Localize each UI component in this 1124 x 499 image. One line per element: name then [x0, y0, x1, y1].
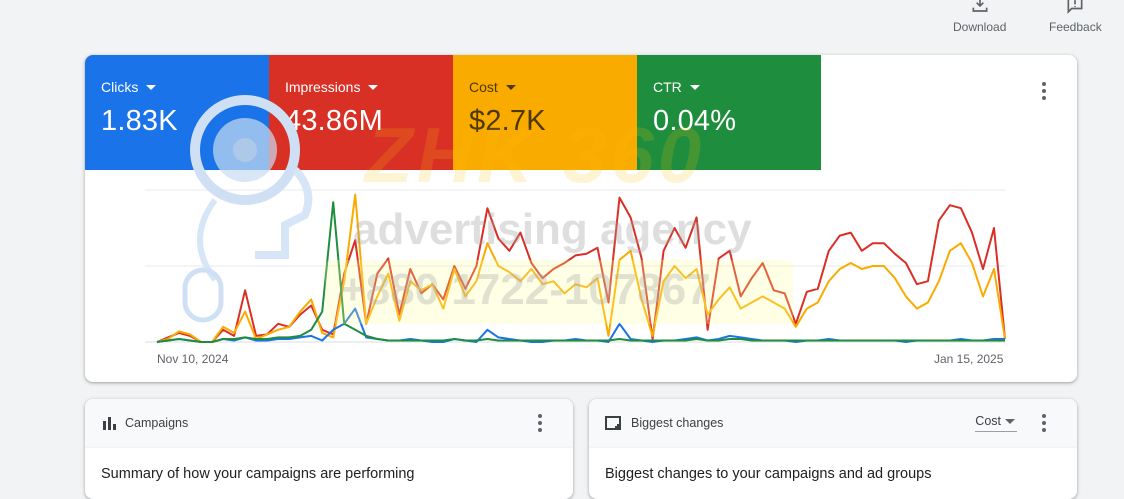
metric-label-clicks: Clicks	[101, 79, 139, 95]
bar-chart-icon	[103, 417, 116, 430]
dropdown-icon	[1005, 418, 1015, 424]
metric-value-ctr: 0.04%	[653, 105, 737, 137]
metric-value-clicks: 1.83K	[101, 105, 178, 137]
top-toolbar: Download Feedback	[724, 0, 1124, 50]
metric-label-row: Impressions	[285, 79, 453, 95]
dropdown-icon	[146, 84, 157, 90]
dropdown-icon	[689, 84, 700, 90]
biggest-changes-card-header: Biggest changes	[589, 399, 1077, 448]
feedback-label: Feedback	[1049, 20, 1102, 34]
download-button[interactable]: Download	[953, 0, 1006, 34]
metric-tile-impressions[interactable]: Impressions 43.86M	[269, 55, 453, 170]
biggest-changes-card: Biggest changes Cost Biggest changes to …	[589, 399, 1077, 499]
feedback-button[interactable]: Feedback	[1049, 0, 1102, 34]
campaigns-summary: Summary of how your campaigns are perfor…	[101, 466, 415, 482]
series-line-impressions	[156, 196, 1006, 343]
series-line-ctr	[156, 201, 1005, 343]
download-icon	[972, 0, 988, 12]
metric-tiles: Clicks 1.83K Impressions 43.86M Cost $2.…	[85, 55, 821, 170]
metric-select[interactable]: Cost	[975, 414, 1017, 432]
more-options-icon[interactable]	[1032, 411, 1056, 435]
campaigns-card: Campaigns Summary of how your campaigns …	[85, 399, 573, 499]
feedback-icon	[1067, 0, 1083, 14]
campaigns-card-title: Campaigns	[125, 416, 189, 430]
metric-tile-ctr[interactable]: CTR 0.04%	[637, 55, 821, 170]
metric-value-impressions: 43.86M	[285, 105, 383, 137]
metric-label-impressions: Impressions	[285, 79, 361, 95]
changes-icon	[605, 416, 621, 430]
metric-label-row: Clicks	[101, 79, 269, 95]
x-axis-start-label: Nov 10, 2024	[157, 352, 229, 366]
metric-tile-cost[interactable]: Cost $2.7K	[453, 55, 637, 170]
more-options-icon[interactable]	[528, 411, 552, 435]
metric-label-ctr: CTR	[653, 79, 682, 95]
metric-select-value: Cost	[975, 414, 1001, 428]
biggest-changes-card-title: Biggest changes	[631, 416, 724, 430]
metric-label-cost: Cost	[469, 79, 498, 95]
download-label: Download	[953, 20, 1007, 34]
metric-label-row: Cost	[469, 79, 637, 95]
metric-value-cost: $2.7K	[469, 105, 546, 137]
campaigns-card-header: Campaigns	[85, 399, 573, 448]
metric-tile-clicks[interactable]: Clicks 1.83K	[85, 55, 269, 170]
dropdown-icon	[368, 84, 379, 90]
performance-chart	[145, 189, 1006, 343]
more-options-icon[interactable]	[1032, 79, 1056, 103]
series-line-cost	[156, 193, 1006, 343]
metric-label-row: CTR	[653, 79, 821, 95]
dropdown-icon	[505, 84, 516, 90]
performance-card: Clicks 1.83K Impressions 43.86M Cost $2.…	[85, 55, 1077, 382]
x-axis-end-label: Jan 15, 2025	[934, 352, 1004, 366]
biggest-changes-summary: Biggest changes to your campaigns and ad…	[605, 466, 932, 482]
